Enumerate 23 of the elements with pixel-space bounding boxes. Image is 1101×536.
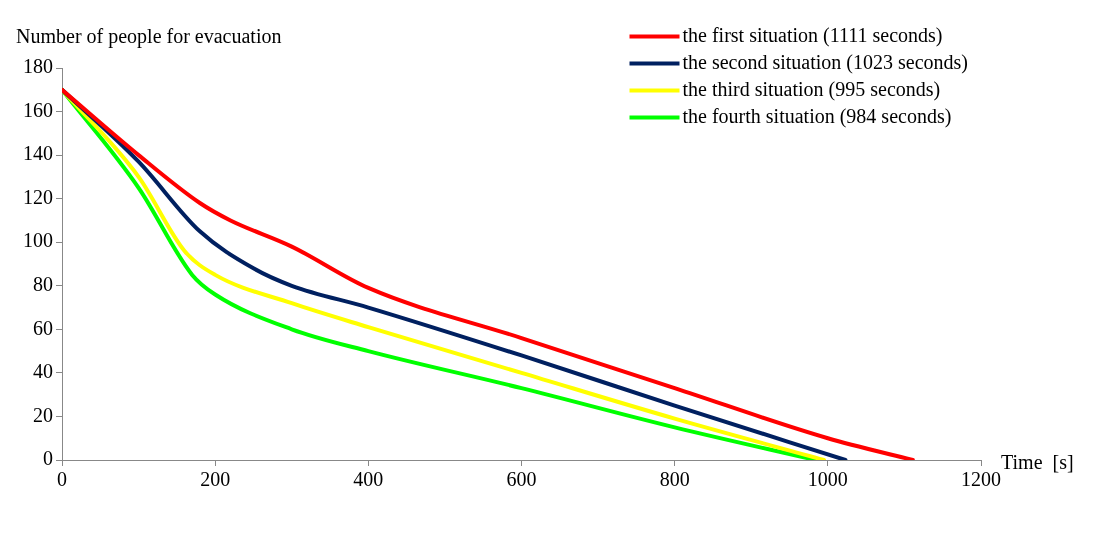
- y-tick-label: 60: [33, 316, 53, 339]
- legend-label: the first situation (1111 seconds): [682, 23, 943, 47]
- legend-label: the fourth situation (984 seconds): [682, 104, 952, 128]
- y-tick-label: 80: [33, 273, 53, 296]
- x-tick-label: 800: [659, 468, 690, 491]
- y-tick-label: 120: [23, 185, 53, 208]
- x-tick-label: 200: [200, 468, 231, 491]
- y-tick-label: 140: [23, 142, 53, 165]
- y-tick-label: 20: [33, 403, 53, 426]
- x-tick-label: 600: [506, 468, 537, 491]
- x-tick-label: 1000: [807, 468, 848, 491]
- x-axis-title: Time [s]: [1001, 451, 1074, 474]
- y-tick-label: 160: [23, 98, 53, 121]
- y-tick-label: 180: [23, 55, 53, 78]
- legend-label: the second situation (1023 seconds): [682, 50, 968, 74]
- legend-label: the third situation (995 seconds): [682, 77, 941, 101]
- x-tick-label: 1200: [961, 468, 1001, 491]
- y-tick-label: 0: [43, 447, 53, 470]
- y-axis-title: Number of people for evacuation: [16, 25, 282, 49]
- y-tick-label: 40: [33, 360, 53, 383]
- x-tick-label: 400: [353, 468, 384, 491]
- y-tick-label: 100: [23, 229, 53, 252]
- x-tick-label: 0: [57, 468, 67, 491]
